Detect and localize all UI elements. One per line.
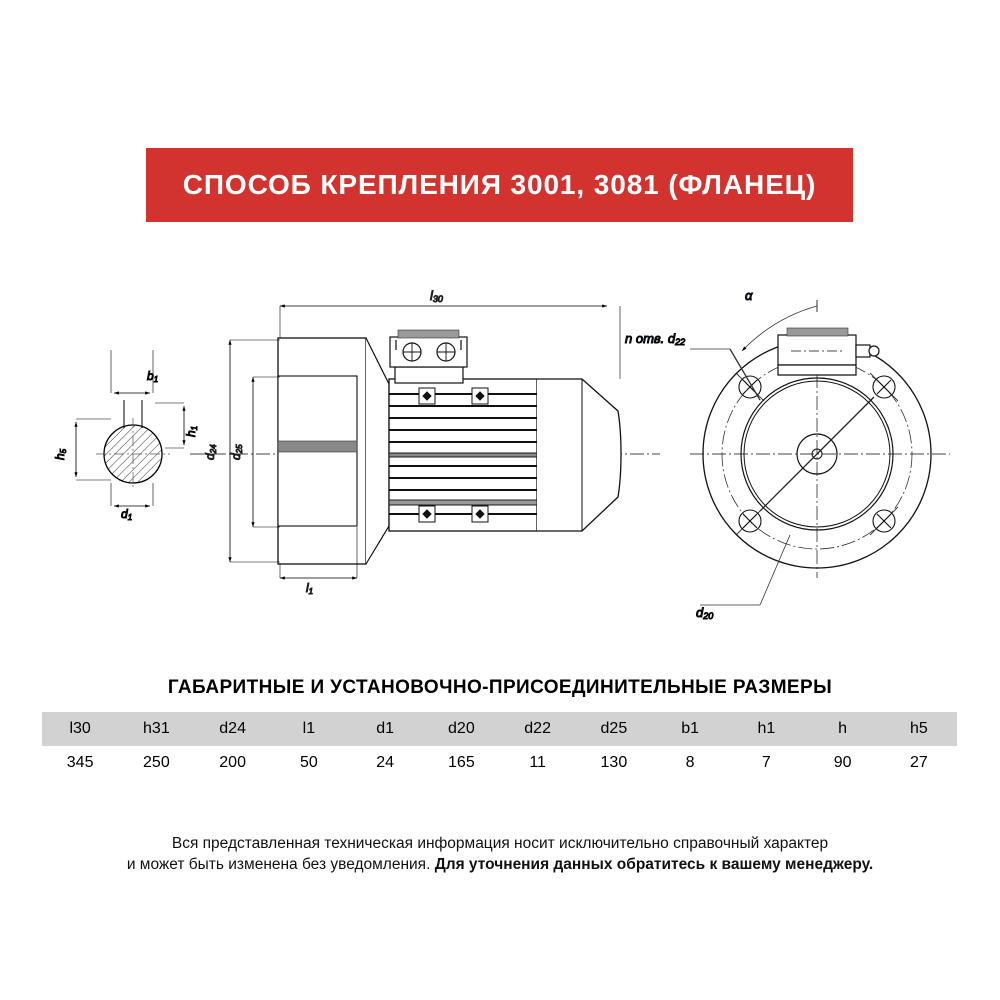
- svg-text:n отв. d22: n отв. d22: [625, 331, 685, 347]
- svg-text:b1: b1: [147, 369, 158, 384]
- svg-text:d25: d25: [229, 444, 244, 460]
- svg-text:h5: h5: [53, 448, 68, 460]
- svg-text:d24: d24: [203, 444, 218, 460]
- svg-text:d1: d1: [121, 507, 132, 522]
- svg-text:α: α: [745, 288, 753, 303]
- svg-text:h1: h1: [184, 426, 199, 437]
- svg-text:l30: l30: [430, 288, 443, 304]
- svg-text:l1: l1: [306, 581, 313, 596]
- svg-text:d20: d20: [696, 605, 713, 621]
